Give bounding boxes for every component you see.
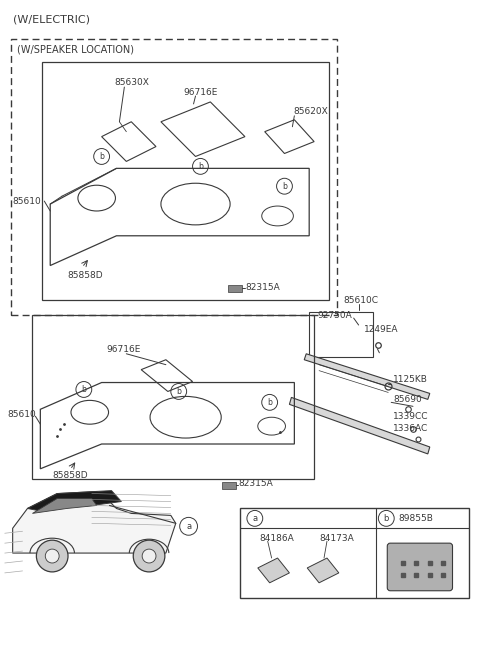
Text: 1249EA: 1249EA xyxy=(363,326,398,335)
Text: 84173A: 84173A xyxy=(319,534,354,543)
Polygon shape xyxy=(289,398,430,454)
Text: 1339CC: 1339CC xyxy=(393,412,429,421)
Polygon shape xyxy=(33,498,96,514)
Text: 85620X: 85620X xyxy=(293,107,328,117)
Bar xyxy=(11,39,337,315)
Bar xyxy=(33,315,314,479)
Text: (W/ELECTRIC): (W/ELECTRIC) xyxy=(12,14,90,25)
Polygon shape xyxy=(228,286,242,292)
Text: 85690: 85690 xyxy=(393,395,422,404)
Text: b: b xyxy=(282,181,287,191)
Text: 96716E: 96716E xyxy=(184,88,218,96)
Bar xyxy=(309,312,373,357)
Text: b: b xyxy=(99,152,104,161)
Text: 85610C: 85610C xyxy=(344,296,379,305)
Text: 96716E: 96716E xyxy=(107,345,141,354)
Bar xyxy=(42,62,329,300)
Text: b: b xyxy=(82,385,86,394)
Text: a: a xyxy=(252,514,257,523)
Polygon shape xyxy=(222,481,236,489)
Text: 92750A: 92750A xyxy=(317,310,352,320)
FancyBboxPatch shape xyxy=(387,543,453,591)
Polygon shape xyxy=(12,492,176,553)
Text: 82315A: 82315A xyxy=(238,479,273,488)
Text: (W/SPEAKER LOCATION): (W/SPEAKER LOCATION) xyxy=(17,45,133,54)
Text: b: b xyxy=(384,514,389,523)
Polygon shape xyxy=(304,354,430,400)
Circle shape xyxy=(133,540,165,572)
Circle shape xyxy=(36,540,68,572)
Text: 84186A: 84186A xyxy=(260,534,295,543)
Bar xyxy=(240,508,469,598)
Text: 85858D: 85858D xyxy=(52,471,88,480)
Polygon shape xyxy=(258,558,289,583)
Circle shape xyxy=(45,549,59,563)
Text: b: b xyxy=(176,387,181,396)
Polygon shape xyxy=(27,491,121,510)
Circle shape xyxy=(142,549,156,563)
Text: b: b xyxy=(198,162,203,171)
Text: b: b xyxy=(267,398,272,407)
Text: 85610: 85610 xyxy=(12,196,41,206)
Text: 85858D: 85858D xyxy=(67,271,103,280)
Text: 82315A: 82315A xyxy=(245,283,280,292)
Text: a: a xyxy=(186,522,191,531)
Text: 89855B: 89855B xyxy=(398,514,433,523)
Text: 1336AC: 1336AC xyxy=(393,424,429,433)
Text: 85630X: 85630X xyxy=(114,77,149,86)
Text: 85610: 85610 xyxy=(8,410,36,419)
Text: 1125KB: 1125KB xyxy=(393,375,428,384)
Polygon shape xyxy=(307,558,339,583)
